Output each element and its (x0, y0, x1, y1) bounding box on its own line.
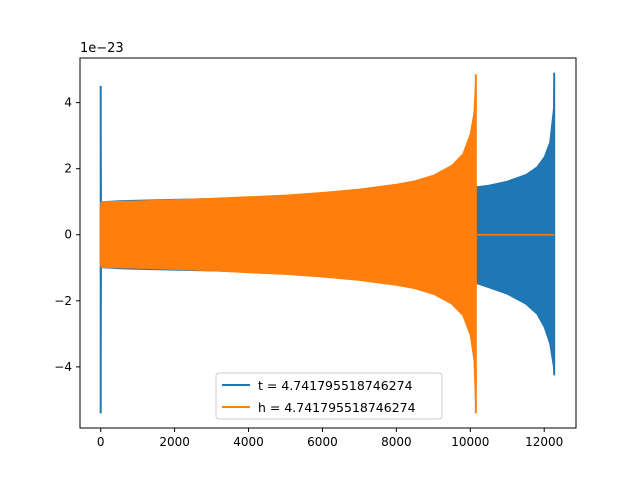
series-layer (99, 72, 556, 414)
x-tick-label: 0 (97, 435, 105, 449)
legend: t = 4.741795518746274 h = 4.741795518746… (215, 372, 443, 420)
legend-box (215, 372, 443, 420)
x-tick-label: 10000 (451, 435, 489, 449)
x-tick-label: 4000 (233, 435, 264, 449)
y-tick-label: 2 (64, 162, 72, 176)
legend-label-t: t = 4.741795518746274 (258, 378, 413, 393)
x-tick-label: 8000 (381, 435, 412, 449)
y-tick-label: −4 (54, 360, 72, 374)
x-tick-label: 2000 (159, 435, 190, 449)
x-axis-ticks: 0 2000 4000 6000 8000 10000 12000 (97, 428, 563, 449)
x-tick-label: 6000 (307, 435, 338, 449)
y-offset-label: 1e−23 (80, 41, 124, 56)
y-axis-ticks: −4 −2 0 2 4 (54, 96, 80, 374)
x-tick-label: 12000 (525, 435, 563, 449)
plot-frame (79, 57, 577, 429)
y-tick-label: −2 (54, 294, 72, 308)
y-tick-label: 0 (64, 228, 72, 242)
series-h (100, 74, 555, 414)
y-tick-label: 4 (64, 96, 72, 110)
legend-label-h: h = 4.741795518746274 (258, 400, 416, 415)
